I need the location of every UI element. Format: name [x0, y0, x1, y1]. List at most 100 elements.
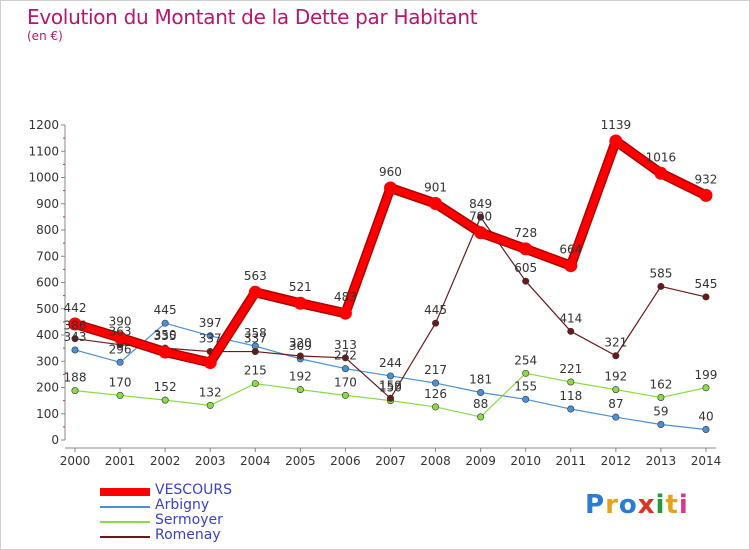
data-point-romenay: [386, 394, 394, 402]
data-point-romenay: [522, 277, 530, 285]
data-point-arbigny: [612, 413, 620, 421]
data-label-vescours: 790: [469, 210, 492, 224]
data-point-vescours: [519, 242, 533, 256]
y-tick-label: 500: [36, 302, 59, 316]
data-label-romenay: 159: [379, 378, 402, 392]
data-point-romenay: [612, 352, 620, 360]
proxiti-logo: Proxiti: [585, 490, 689, 520]
data-point-romenay: [477, 213, 485, 221]
data-point-arbigny: [432, 379, 440, 387]
x-tick-label: 2001: [105, 454, 136, 468]
legend-swatch: [100, 488, 150, 496]
data-label-romenay: 849: [469, 197, 492, 211]
y-tick-label: 0: [51, 433, 59, 447]
data-label-sermoyer: 192: [604, 370, 627, 384]
x-tick-label: 2008: [420, 454, 451, 468]
data-point-arbigny: [657, 421, 665, 429]
data-label-sermoyer: 221: [559, 362, 582, 376]
logo-letter: P: [585, 490, 606, 520]
y-tick-label: 600: [36, 276, 59, 290]
data-label-romenay: 337: [244, 332, 267, 346]
data-label-romenay: 350: [154, 328, 177, 342]
x-tick-label: 2010: [510, 454, 541, 468]
data-point-vescours: [248, 285, 262, 299]
data-label-romenay: 337: [199, 332, 222, 346]
chart-title: Evolution du Montant de la Dette par Hab…: [27, 5, 478, 29]
legend: VESCOURS Arbigny Sermoyer Romenay: [100, 482, 300, 544]
y-tick-label: 1000: [28, 171, 59, 185]
y-tick-label: 1200: [28, 118, 59, 132]
logo-letter: t: [665, 490, 679, 520]
data-label-arbigny: 155: [514, 379, 537, 393]
data-point-arbigny: [702, 425, 710, 433]
logo-letter: o: [618, 490, 638, 520]
data-label-vescours: 563: [244, 269, 267, 283]
data-point-romenay: [432, 319, 440, 327]
data-point-arbigny: [116, 358, 124, 366]
data-label-arbigny: 296: [109, 342, 132, 356]
x-tick-label: 2013: [646, 454, 677, 468]
data-point-vescours: [203, 356, 217, 370]
data-label-arbigny: 397: [199, 316, 222, 330]
data-label-vescours: 960: [379, 165, 402, 179]
data-label-romenay: 445: [424, 303, 447, 317]
x-tick-label: 2014: [691, 454, 722, 468]
series-layer: [68, 134, 713, 433]
data-label-romenay: 386: [64, 319, 87, 333]
data-point-arbigny: [386, 372, 394, 380]
data-label-sermoyer: 188: [64, 371, 87, 385]
data-point-vescours: [654, 166, 668, 180]
data-point-romenay: [567, 327, 575, 335]
data-label-romenay: 545: [695, 277, 718, 291]
data-label-sermoyer: 254: [514, 353, 537, 367]
data-point-romenay: [296, 352, 304, 360]
data-point-sermoyer: [432, 403, 440, 411]
legend-item-romenay: Romenay: [100, 527, 300, 544]
x-tick-label: 2005: [285, 454, 316, 468]
data-label-arbigny: 217: [424, 363, 447, 377]
legend-swatch: [100, 521, 150, 523]
data-label-romenay: 320: [289, 336, 312, 350]
data-label-arbigny: 181: [469, 372, 492, 386]
x-tick-label: 2007: [375, 454, 406, 468]
data-point-arbigny: [341, 365, 349, 373]
legend-label: VESCOURS: [155, 482, 232, 498]
data-label-romenay: 363: [109, 325, 132, 339]
data-label-romenay: 321: [604, 336, 627, 350]
axes: 0 100 200 300 400 500 600 700 800 900 1000 1100 1200…: [28, 118, 721, 468]
y-tick-label: 1100: [28, 144, 59, 158]
data-label-arbigny: 59: [653, 405, 668, 419]
data-label-arbigny: 343: [64, 330, 87, 344]
data-label-arbigny: 87: [608, 397, 623, 411]
y-tick-label: 900: [36, 197, 59, 211]
data-label-romenay: 585: [649, 266, 672, 280]
x-tick-label: 2012: [601, 454, 632, 468]
data-label-vescours: 932: [695, 172, 718, 186]
data-point-sermoyer: [296, 386, 304, 394]
data-point-vescours: [474, 226, 488, 240]
data-label-vescours: 1016: [646, 150, 677, 164]
data-label-arbigny: 309: [289, 339, 312, 353]
data-label-vescours: 521: [289, 280, 312, 294]
data-point-vescours: [293, 296, 307, 310]
data-labels: 442 390 335 563 521 483 960 901 790 728 664 1139 101…: [64, 118, 718, 423]
data-point-romenay: [341, 354, 349, 362]
data-point-vescours: [564, 259, 578, 273]
data-point-romenay: [251, 348, 259, 356]
data-point-vescours: [338, 306, 352, 320]
x-tick-label: 2002: [150, 454, 181, 468]
data-label-arbigny: 118: [559, 389, 582, 403]
legend-label: Sermoyer: [155, 512, 223, 528]
data-label-vescours: 483: [334, 290, 357, 304]
x-tick-label: 2004: [240, 454, 271, 468]
y-tick-label: 400: [36, 328, 59, 342]
data-point-vescours: [68, 317, 82, 331]
data-point-sermoyer: [612, 386, 620, 394]
legend-item-sermoyer: Sermoyer: [100, 512, 300, 529]
data-label-romenay: 313: [334, 338, 357, 352]
data-point-sermoyer: [567, 378, 575, 386]
y-tick-label: 300: [36, 354, 59, 368]
data-point-romenay: [657, 282, 665, 290]
legend-swatch: [100, 536, 150, 538]
